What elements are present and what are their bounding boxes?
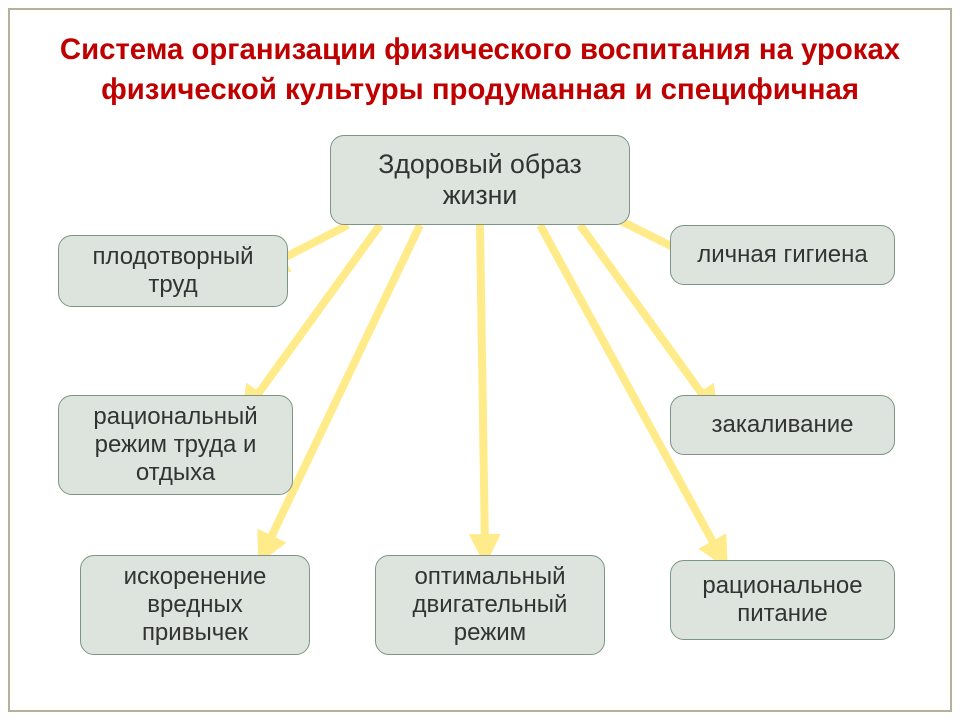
- child-node: рациональный режим труда и отдыха: [58, 395, 293, 495]
- node-label: закаливание: [712, 411, 854, 439]
- page-title: Система организации физического воспитан…: [50, 30, 910, 109]
- child-node: искоренение вредных привычек: [80, 555, 310, 655]
- child-node: рациональное питание: [670, 560, 895, 640]
- node-label: личная гигиена: [697, 241, 867, 269]
- child-node: личная гигиена: [670, 225, 895, 285]
- root-node: Здоровый образ жизни: [330, 135, 630, 225]
- node-label: плодотворный труд: [71, 243, 275, 299]
- node-label: искоренение вредных привычек: [93, 563, 297, 647]
- node-label: рациональное питание: [683, 572, 882, 628]
- child-node: закаливание: [670, 395, 895, 455]
- child-node: плодотворный труд: [58, 235, 288, 307]
- child-node: оптимальный двигательный режим: [375, 555, 605, 655]
- node-label: Здоровый образ жизни: [343, 149, 617, 211]
- node-label: оптимальный двигательный режим: [388, 563, 592, 647]
- node-label: рациональный режим труда и отдыха: [71, 403, 280, 487]
